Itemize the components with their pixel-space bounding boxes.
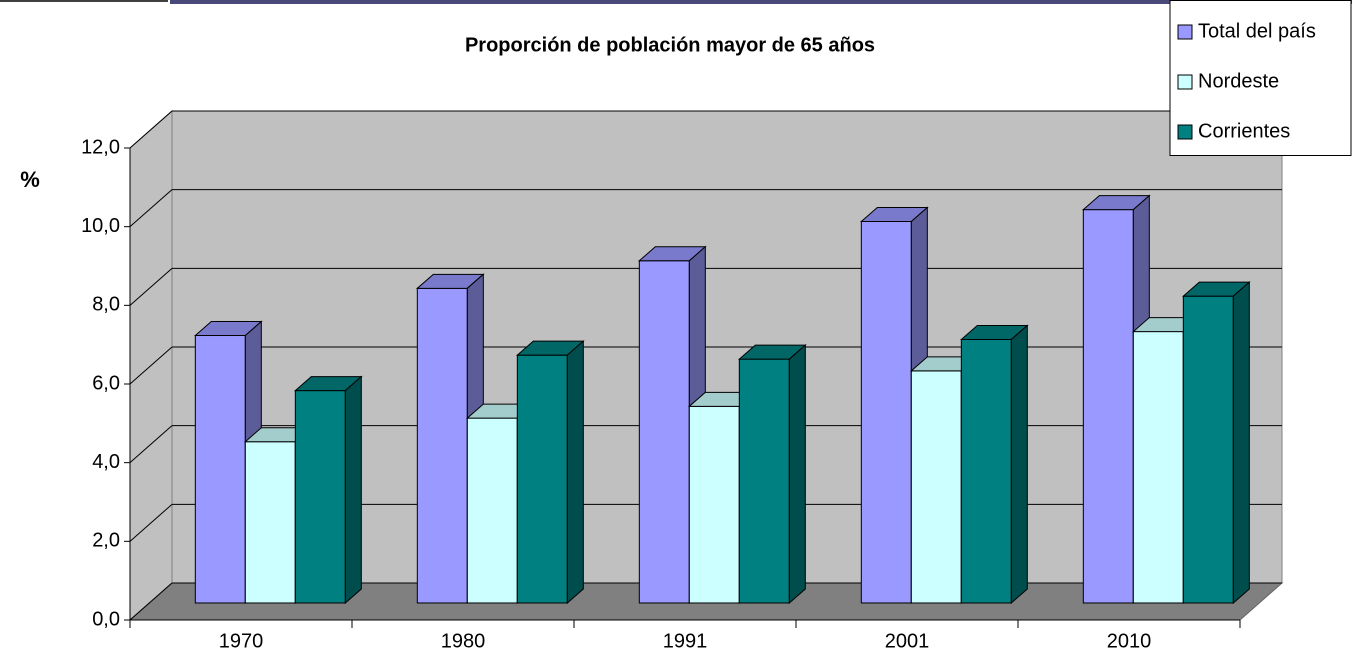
grid-line-side xyxy=(129,425,173,464)
grid-line-side xyxy=(129,267,173,306)
grid-line-side xyxy=(129,189,173,228)
chart-title: Proporción de población mayor de 65 años xyxy=(465,34,875,56)
bar xyxy=(466,417,518,604)
bar-side xyxy=(566,340,584,605)
bar-side xyxy=(788,344,806,605)
top-strip xyxy=(170,0,1352,4)
y-tick-label: 12,0 xyxy=(81,136,120,158)
bar-side xyxy=(1232,281,1250,605)
x-tick-label: 2001 xyxy=(885,630,930,652)
x-tick-label: 1991 xyxy=(663,630,708,652)
y-tick-label: 8,0 xyxy=(92,294,120,316)
bar xyxy=(688,405,740,604)
grid-line-side xyxy=(129,582,173,621)
bar xyxy=(1182,295,1234,604)
legend-box xyxy=(1169,0,1352,156)
x-tick-label: 1980 xyxy=(441,630,486,652)
y-tick-label: 10,0 xyxy=(81,215,120,237)
legend-swatch xyxy=(1177,124,1193,140)
y-tick-label: 0,0 xyxy=(92,608,120,630)
legend-swatch xyxy=(1177,74,1193,90)
legend-label: Total del país xyxy=(1198,20,1316,42)
bar xyxy=(194,335,246,604)
bar xyxy=(910,370,962,604)
bar-side xyxy=(344,375,362,605)
bar xyxy=(860,220,912,604)
grid-line-side xyxy=(129,346,173,385)
bar xyxy=(516,354,568,604)
bar xyxy=(1132,331,1184,604)
legend-label: Nordeste xyxy=(1198,70,1279,92)
y-axis-label: % xyxy=(20,167,40,192)
x-tick-label: 2010 xyxy=(1107,630,1152,652)
bar xyxy=(1082,209,1134,604)
y-tick-label: 2,0 xyxy=(92,530,120,552)
bar xyxy=(960,338,1012,604)
bar xyxy=(738,358,790,604)
bar-side xyxy=(1010,324,1028,605)
grid-line-side xyxy=(129,503,173,542)
x-tick-label: 1970 xyxy=(219,630,264,652)
bar xyxy=(244,441,296,604)
y-tick-label: 4,0 xyxy=(92,451,120,473)
bar xyxy=(638,260,690,604)
bar xyxy=(416,287,468,604)
legend-label: Corrientes xyxy=(1198,120,1290,142)
grid-line-side xyxy=(129,110,173,149)
bar xyxy=(294,390,346,604)
y-tick-label: 6,0 xyxy=(92,372,120,394)
legend-swatch xyxy=(1177,24,1193,40)
